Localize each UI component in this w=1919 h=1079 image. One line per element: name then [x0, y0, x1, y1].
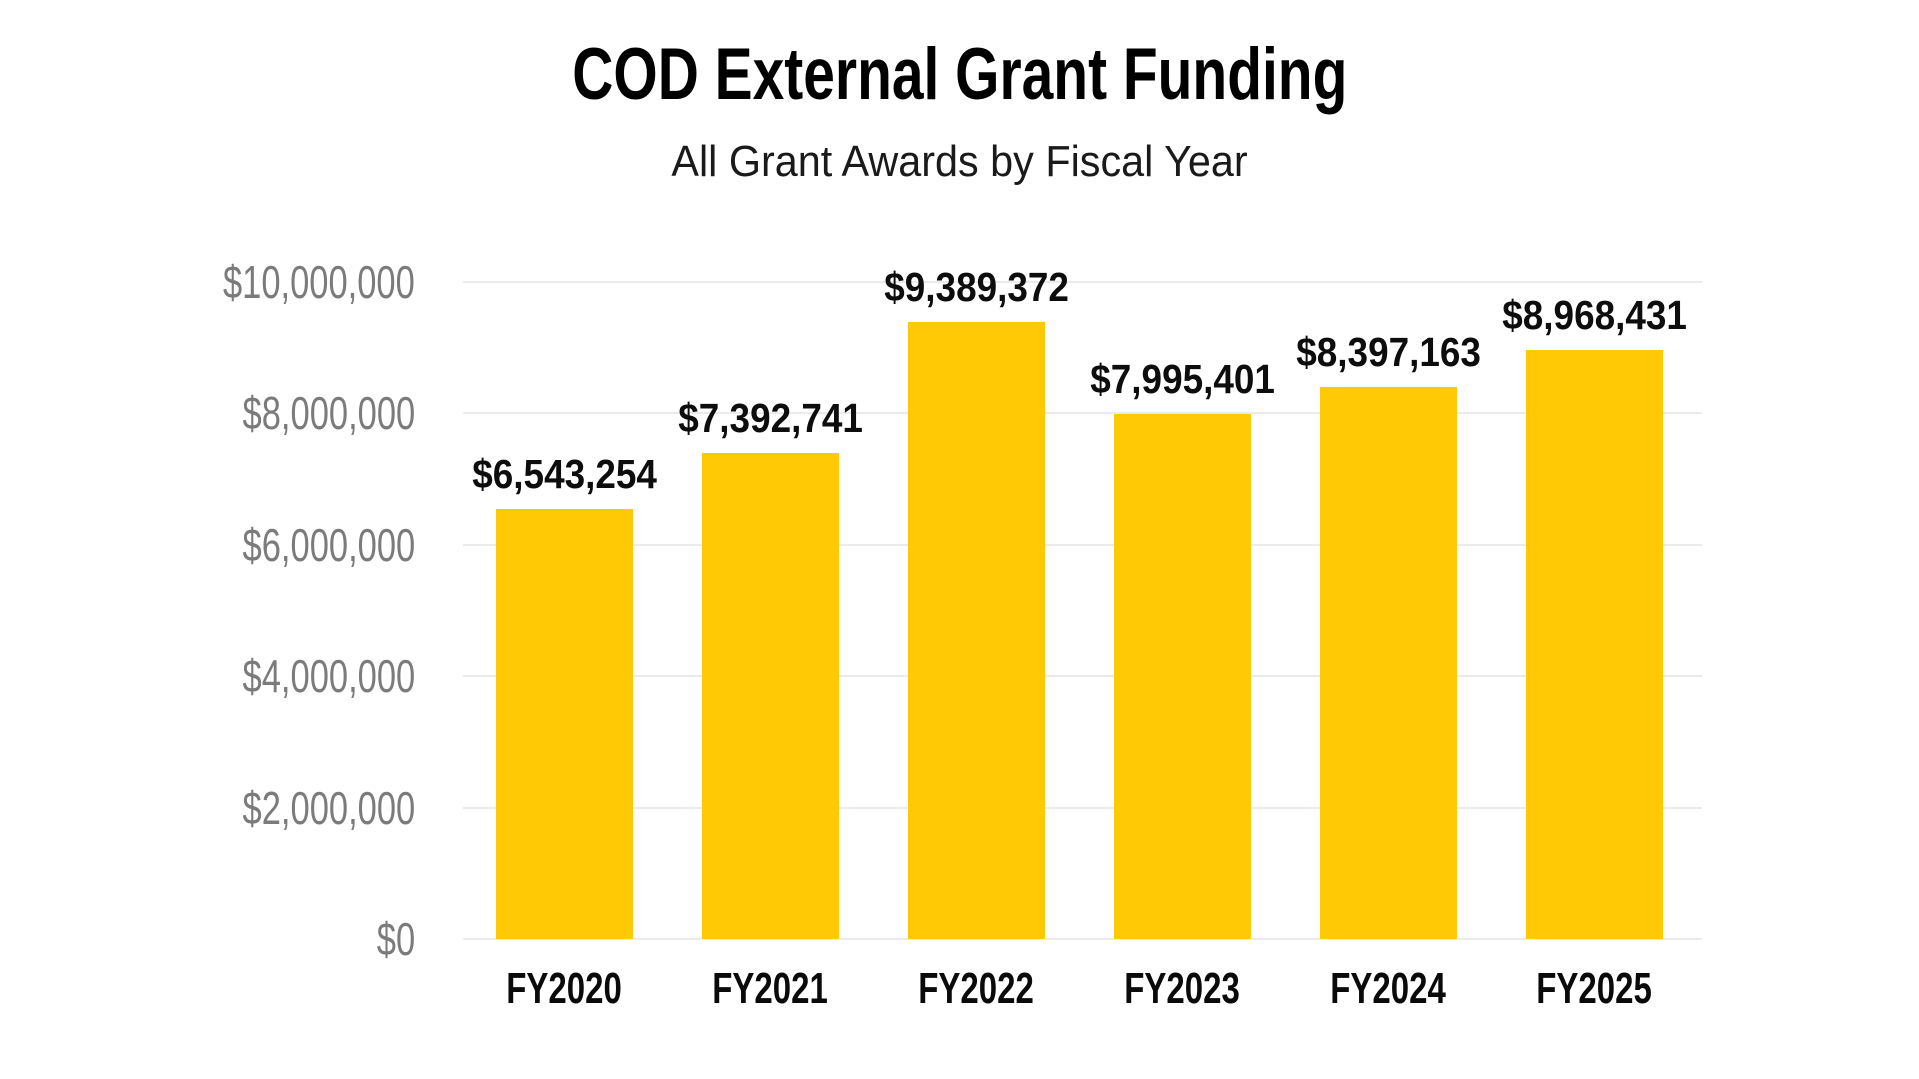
x-axis-label: FY2025 — [1536, 964, 1653, 1013]
bar-FY2020 — [496, 509, 633, 939]
bar-value-label: $7,392,741 — [678, 395, 863, 442]
bar-value-label: $8,968,431 — [1502, 291, 1687, 338]
chart-header: COD External Grant Funding — [0, 38, 1919, 111]
bar-value-label: $8,397,163 — [1296, 329, 1481, 376]
y-axis-tick-label: $6,000,000 — [242, 518, 415, 571]
gridline — [463, 412, 1702, 415]
bar-FY2024 — [1320, 387, 1457, 939]
y-axis-tick-label: $0 — [376, 913, 415, 965]
plot-area: $0 $2,000,000 $4,000,000 $6,000,000 $8,000,0… — [223, 259, 1702, 1011]
bar-value-label: $6,543,254 — [472, 451, 657, 498]
x-axis-label: FY2024 — [1330, 964, 1447, 1013]
y-axis-tick-label: $8,000,000 — [242, 387, 415, 440]
y-axis-tick-label: $4,000,000 — [242, 650, 415, 703]
bar-FY2025 — [1526, 349, 1663, 939]
gridline — [463, 938, 1702, 940]
x-axis-label: FY2022 — [918, 964, 1035, 1013]
gridline — [463, 675, 1702, 678]
bar-value-label: $9,389,372 — [884, 264, 1069, 311]
x-axis-label: FY2020 — [506, 964, 623, 1013]
chart-subheader: All Grant Awards by Fiscal Year — [0, 140, 1919, 184]
gridline — [463, 543, 1702, 546]
gridline — [463, 281, 1702, 283]
bar-FY2022 — [908, 322, 1045, 939]
x-axis-label: FY2023 — [1124, 964, 1241, 1013]
gridline — [463, 806, 1702, 809]
y-axis-tick-label: $2,000,000 — [242, 781, 415, 834]
x-axis-label: FY2021 — [712, 964, 829, 1013]
y-axis-tick-label: $10,000,000 — [223, 256, 415, 308]
chart-subtitle: All Grant Awards by Fiscal Year — [671, 137, 1248, 186]
chart-title: COD External Grant Funding — [571, 34, 1348, 115]
bar-FY2021 — [702, 453, 839, 939]
bar-FY2023 — [1114, 413, 1251, 939]
bar-value-label: $7,995,401 — [1090, 355, 1275, 402]
